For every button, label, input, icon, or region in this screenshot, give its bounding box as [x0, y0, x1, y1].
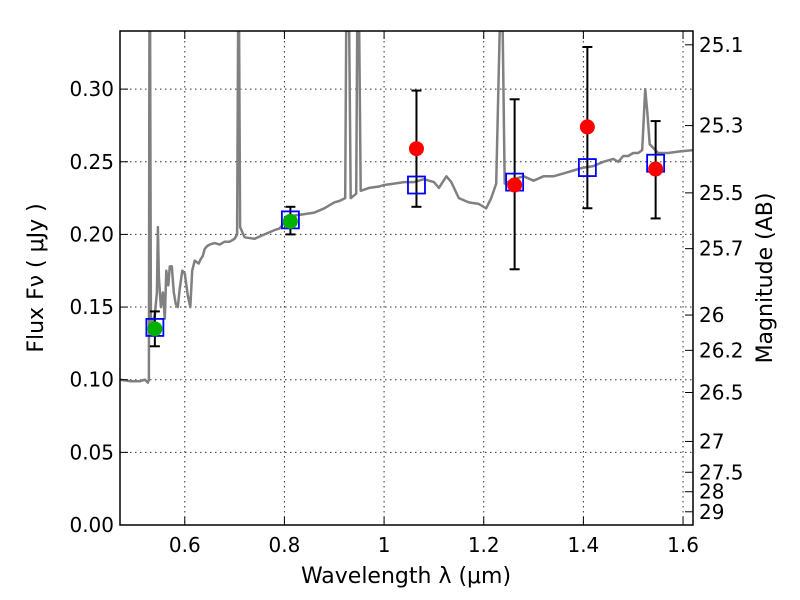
right-tick-label: 28 — [699, 480, 724, 504]
x-tick-label: 0.6 — [169, 533, 201, 557]
x-tick-label: 1.2 — [468, 533, 500, 557]
right-tick-label: 26.5 — [699, 380, 744, 404]
model-square-marker — [577, 158, 597, 177]
right-tick-label: 26.2 — [699, 338, 744, 362]
x-axis-label: Wavelength λ (μm) — [301, 564, 511, 589]
observed-point — [507, 177, 523, 193]
x-tick-label: 0.8 — [269, 533, 301, 557]
plot-frame — [119, 30, 694, 526]
right-tick-label: 27.5 — [699, 460, 744, 484]
right-tick-label: 29 — [699, 500, 724, 524]
observed-point — [579, 119, 595, 135]
observed-point — [408, 141, 424, 157]
y-axis-right-label: Magnitude (AB) — [753, 193, 778, 364]
right-tick-label: 25.3 — [699, 114, 744, 138]
ticks: 0.6 0.8 1 1.2 1.4 1.6 0.00 0.05 0.10 0.15 0.20 0.25… — [69, 31, 744, 557]
right-tick-label: 25.1 — [699, 33, 744, 57]
observed-point — [282, 213, 298, 229]
right-tick-label: 25.7 — [699, 237, 744, 261]
y-tick-label: 0.25 — [69, 150, 114, 174]
y-tick-label: 0.10 — [69, 368, 114, 392]
x-tick-label: 1.6 — [667, 533, 699, 557]
points-layer — [145, 119, 666, 337]
right-tick-label: 26 — [699, 303, 724, 327]
x-tick-label: 1 — [378, 533, 391, 557]
y-tick-label: 0.20 — [69, 222, 114, 246]
right-tick-label: 25.5 — [699, 181, 744, 205]
right-tick-label: 27 — [699, 429, 724, 453]
x-tick-label: 1.4 — [567, 533, 599, 557]
model-square-marker — [407, 175, 426, 195]
observed-point — [147, 321, 163, 337]
y-tick-label: 0.00 — [69, 513, 114, 537]
y-tick-label: 0.30 — [69, 77, 114, 101]
y-axis-label: Flux Fν ( μJy ) — [24, 203, 49, 352]
y-tick-label: 0.15 — [69, 295, 114, 319]
spectrum-layer — [120, 31, 693, 384]
observed-point — [648, 161, 664, 177]
y-tick-label: 0.05 — [69, 440, 114, 464]
spectrum-line — [120, 31, 693, 384]
